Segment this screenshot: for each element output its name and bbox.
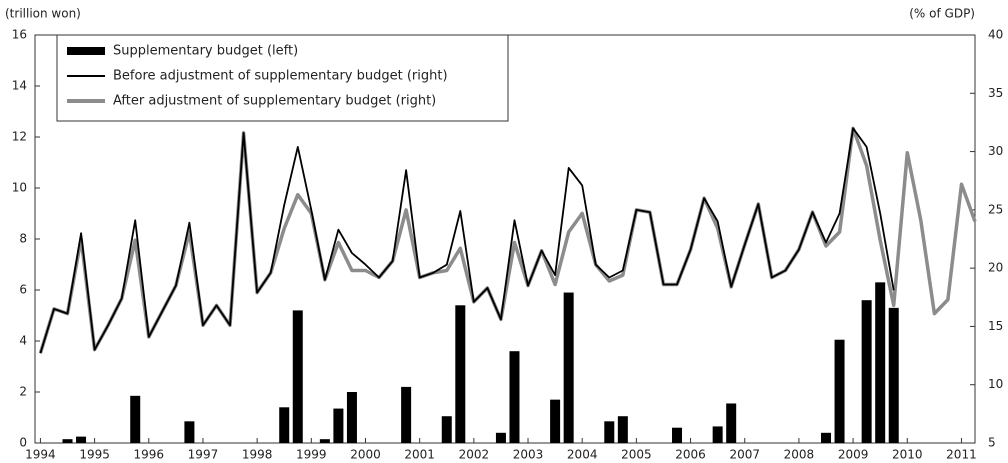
bar [279, 407, 290, 443]
bar [550, 399, 561, 443]
bar [62, 439, 73, 443]
x-tick-label: 2004 [567, 448, 598, 462]
legend-label: Before adjustment of supplementary budge… [113, 69, 448, 84]
bar [509, 351, 520, 443]
y-tick-label: 0 [19, 436, 27, 450]
bar [672, 427, 683, 443]
bar [130, 395, 141, 443]
legend: Supplementary budget (left) Before adjust… [56, 34, 509, 122]
legend-swatch [67, 47, 105, 55]
y2-tick-label: 5 [988, 436, 996, 450]
x-tick-label: 2003 [513, 448, 544, 462]
x-tick-label: 2008 [784, 448, 815, 462]
y-axis-label: (trillion won) [5, 7, 81, 21]
x-tick-label: 1997 [188, 448, 219, 462]
x-tick-label: 1995 [79, 448, 110, 462]
bar [712, 426, 723, 443]
bar [495, 432, 506, 443]
y2-tick-label: 35 [988, 86, 1003, 100]
bar [333, 408, 344, 443]
bar [834, 339, 845, 443]
x-tick-label: 1998 [242, 448, 273, 462]
y2-axis-label: (% of GDP) [909, 7, 975, 21]
y-tick-label: 14 [12, 79, 27, 93]
y-tick-label: 16 [12, 28, 27, 42]
y-tick-label: 2 [19, 385, 27, 399]
legend-label: After adjustment of supplementary budget… [113, 94, 436, 109]
x-tick-label: 2005 [621, 448, 652, 462]
bar [441, 416, 452, 443]
x-tick-label: 2007 [729, 448, 760, 462]
x-tick-label: 1999 [296, 448, 327, 462]
x-tick-label: 2006 [675, 448, 706, 462]
bar [617, 416, 628, 443]
y2-tick-label: 25 [988, 202, 1003, 216]
bar [888, 307, 899, 443]
bar [346, 392, 357, 443]
bar [292, 310, 303, 443]
y-tick-label: 4 [19, 334, 27, 348]
y2-tick-label: 30 [988, 144, 1003, 158]
line [39, 127, 895, 354]
x-tick-label: 2011 [946, 448, 977, 462]
y-tick-label: 10 [12, 181, 27, 195]
bar [726, 403, 737, 443]
y-tick-label: 6 [19, 283, 27, 297]
x-tick-label: 2002 [459, 448, 490, 462]
x-tick-label: 2010 [892, 448, 923, 462]
bar [875, 282, 886, 443]
bar [821, 432, 832, 443]
bar [861, 300, 872, 443]
x-tick-label: 1996 [134, 448, 165, 462]
bar [319, 439, 330, 443]
y2-tick-label: 15 [988, 319, 1003, 333]
bar [76, 436, 87, 443]
bar [563, 292, 574, 443]
x-tick-label: 2009 [838, 448, 869, 462]
y2-tick-label: 10 [988, 377, 1003, 391]
x-tick-label: 1994 [25, 448, 56, 462]
bar [184, 421, 195, 443]
x-tick-label: 2000 [350, 448, 381, 462]
legend-box [56, 34, 509, 122]
y-tick-label: 8 [19, 232, 27, 246]
bar [455, 305, 466, 443]
legend-label: Supplementary budget (left) [113, 44, 298, 59]
y2-tick-label: 40 [988, 28, 1003, 42]
y2-tick-label: 20 [988, 261, 1003, 275]
line [38, 126, 977, 354]
x-tick-label: 2001 [404, 448, 435, 462]
bar [604, 421, 615, 443]
bar [401, 386, 412, 443]
y-tick-label: 12 [12, 130, 27, 144]
